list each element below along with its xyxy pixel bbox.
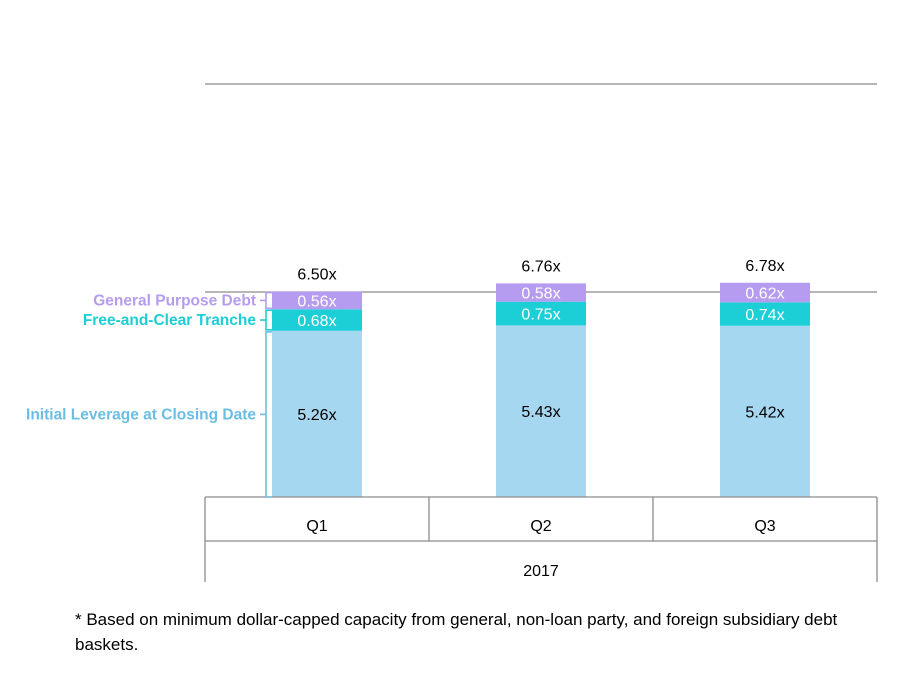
bar-q3-series-0 [720,325,810,497]
bar-q2-series-0 [496,325,586,497]
bar-q2-series-1 [496,301,586,326]
legend-bracket [265,330,272,498]
data-label: 0.56x [297,293,336,310]
total-label: 6.76x [521,258,560,275]
bar-q1-series-2 [272,291,362,310]
bar-q1-series-1 [272,309,362,331]
legend-label: Free-and-Clear Tranche [83,312,257,329]
x-tick-label: Q2 [530,518,551,535]
legend-bracket [265,309,272,331]
data-label: 0.68x [297,313,336,330]
bar-q3-series-2 [720,282,810,303]
data-label: 0.74x [745,307,784,324]
bar-q3-series-1 [720,302,810,326]
footnote: * Based on minimum dollar-capped capacit… [75,610,838,654]
total-label: 6.78x [745,258,784,275]
legend-bracket [265,291,272,310]
data-label: 5.43x [521,404,560,421]
bar-q1-series-0 [272,330,362,497]
data-label: 0.62x [745,286,784,303]
bar-q2-series-2 [496,283,586,302]
total-label: 6.50x [297,267,336,284]
x-tick-label: Q1 [306,518,327,535]
x-tick-label: Q3 [754,518,775,535]
legend-label: Initial Leverage at Closing Date [26,406,256,423]
data-label: 0.58x [521,286,560,303]
leverage-chart: 5.26x 5.43x 5.42x 0.68x 0.75x 0.74x 0.56x 0.58x… [26,83,878,582]
legend-label: General Purpose Debt [93,292,256,309]
data-label: 0.75x [521,307,560,324]
data-label: 5.42x [745,404,784,421]
x-group-label: 2017 [523,563,559,580]
data-label: 5.26x [297,407,336,424]
